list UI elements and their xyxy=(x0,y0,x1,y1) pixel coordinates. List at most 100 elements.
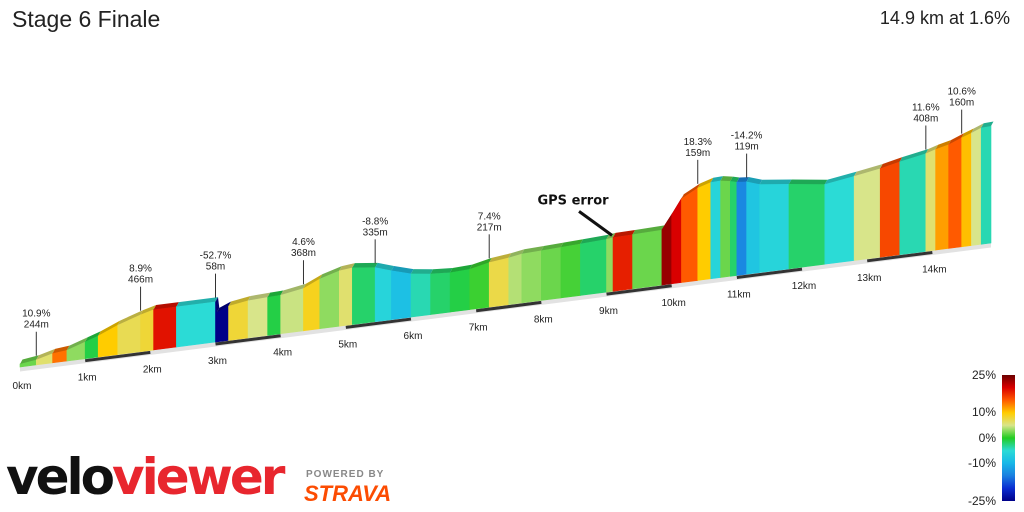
profile-segment-top xyxy=(430,268,453,274)
profile-segment xyxy=(228,300,249,341)
annotation-length: 58m xyxy=(206,262,225,273)
profile-segment xyxy=(661,213,672,286)
profile-segment xyxy=(541,246,562,301)
x-tick-label: 11km xyxy=(727,289,751,300)
x-tick-label: 9km xyxy=(599,306,618,317)
veloviewer-logo: veloviewer xyxy=(6,452,285,502)
profile-segment-top xyxy=(140,305,157,315)
profile-segment-top xyxy=(681,183,701,199)
annotation-gradient: -8.8% xyxy=(362,216,388,227)
profile-segment-top xyxy=(880,157,903,169)
profile-segment-top xyxy=(720,176,733,182)
profile-segment xyxy=(879,161,901,258)
profile-segment-top xyxy=(303,274,323,289)
profile-segment xyxy=(216,305,229,343)
profile-segment xyxy=(176,301,216,348)
profile-segment xyxy=(697,181,712,281)
profile-segment-top xyxy=(228,296,251,307)
profile-segment-top xyxy=(469,257,492,270)
legend-color-bar xyxy=(1002,375,1015,501)
x-tick-label: 1km xyxy=(78,373,97,384)
profile-segment-top xyxy=(935,139,952,150)
profile-segment xyxy=(319,270,340,330)
profile-segment-top xyxy=(280,283,306,296)
x-tick-label: 2km xyxy=(143,364,162,375)
annotation-gradient: 10.9% xyxy=(22,309,50,320)
profile-segment xyxy=(521,250,542,304)
x-tick-label: 3km xyxy=(208,356,227,367)
profile-segment xyxy=(612,234,633,292)
profile-segment-top xyxy=(339,263,355,271)
profile-segment xyxy=(560,243,581,299)
profile-segment-top xyxy=(710,176,724,183)
profile-segment xyxy=(935,144,949,251)
profile-segment-top xyxy=(508,249,525,258)
profile-segment-top xyxy=(961,128,974,138)
profile-segment-top xyxy=(613,229,636,238)
profile-segment-top xyxy=(746,177,763,185)
profile-segment-top xyxy=(375,262,394,271)
annotation-gradient: -52.7% xyxy=(200,251,232,262)
profile-segment-top xyxy=(661,210,675,230)
annotation-length: 408m xyxy=(913,113,938,124)
legend-label: 10% xyxy=(972,405,996,419)
profile-segment xyxy=(508,253,523,305)
profile-segment xyxy=(824,175,855,265)
gps-error-callout: GPS error xyxy=(537,193,609,208)
annotation-gradient: 11.6% xyxy=(912,102,940,113)
profile-segment-top xyxy=(521,245,544,254)
logo-dark-text: velo xyxy=(6,448,115,506)
km-band xyxy=(736,267,803,279)
profile-segment xyxy=(267,294,281,336)
profile-segment-top xyxy=(117,310,144,325)
annotation-length: 335m xyxy=(363,227,388,238)
profile-segment-top xyxy=(319,266,342,279)
profile-segment-top xyxy=(52,345,70,354)
annotation-gradient: 8.9% xyxy=(129,264,152,275)
x-tick-label: 6km xyxy=(404,331,423,342)
profile-segment xyxy=(971,127,982,246)
profile-segment xyxy=(925,148,936,252)
profile-segment-top xyxy=(20,355,39,364)
annotation-length: 160m xyxy=(949,98,974,109)
profile-segment xyxy=(853,168,881,261)
profile-segment-top xyxy=(352,262,378,268)
profile-segment xyxy=(899,153,927,255)
profile-segment xyxy=(948,137,962,249)
km-band xyxy=(475,300,542,313)
profile-segment xyxy=(759,183,790,273)
profile-segment xyxy=(961,132,972,248)
km-band xyxy=(866,251,933,263)
profile-segment xyxy=(580,238,607,296)
legend-label: 0% xyxy=(979,431,997,445)
profile-segment-top xyxy=(730,176,740,182)
x-tick-label: 0km xyxy=(13,381,32,392)
profile-segment-top xyxy=(981,121,994,128)
annotation-gradient: 18.3% xyxy=(684,137,712,148)
profile-segment-top xyxy=(971,123,984,133)
annotation-length: 119m xyxy=(734,142,758,153)
legend-label: -25% xyxy=(968,494,996,508)
profile-segment xyxy=(352,267,376,325)
chart-title: Stage 6 Finale xyxy=(12,6,161,32)
x-tick-label: 12km xyxy=(792,281,816,292)
profile-segment xyxy=(449,268,470,313)
annotation-gradient: 10.6% xyxy=(947,87,975,98)
profile-segment xyxy=(374,266,392,322)
profile-segment-top xyxy=(411,269,434,274)
annotation-length: 159m xyxy=(685,148,710,159)
profile-segment-top xyxy=(925,144,939,154)
profile-segment-top xyxy=(541,242,564,251)
profile-segment-top xyxy=(85,331,101,342)
route-summary: 14.9 km at 1.6% xyxy=(879,8,1010,28)
profile-segment-top xyxy=(267,290,284,298)
profile-segment xyxy=(632,229,663,290)
profile-segment-top xyxy=(450,264,473,273)
profile-segment-top xyxy=(98,320,121,336)
km-band xyxy=(215,334,281,346)
profile-segment-top xyxy=(391,265,414,274)
profile-segment-top xyxy=(580,234,610,244)
profile-segment-top xyxy=(671,194,684,215)
profile-segment-top xyxy=(854,163,883,177)
logo-accent-text: viewer xyxy=(112,448,285,506)
